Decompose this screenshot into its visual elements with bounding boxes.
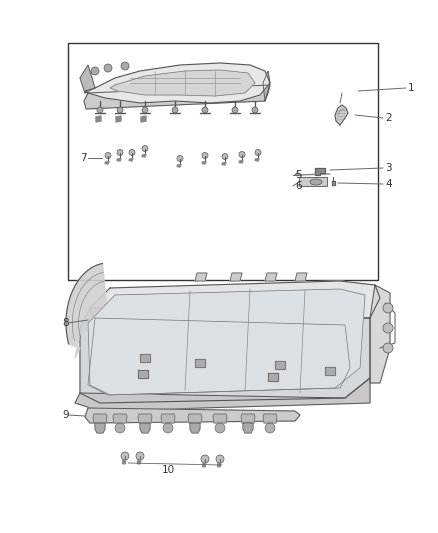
Text: 4: 4 [385,179,392,189]
Polygon shape [80,65,95,93]
Circle shape [239,151,245,157]
Polygon shape [138,414,152,423]
Circle shape [202,107,208,113]
Polygon shape [142,155,146,157]
Circle shape [215,423,225,433]
Text: 3: 3 [385,163,392,173]
Polygon shape [268,373,278,381]
Circle shape [252,107,258,113]
Polygon shape [263,71,270,101]
Circle shape [121,452,129,460]
Polygon shape [275,361,285,369]
Polygon shape [96,116,101,122]
Polygon shape [325,367,335,375]
Circle shape [201,455,209,463]
Polygon shape [241,414,255,423]
Polygon shape [177,165,181,167]
Text: 5: 5 [295,170,302,180]
Polygon shape [222,163,226,165]
Polygon shape [105,161,109,164]
Ellipse shape [310,179,322,185]
Polygon shape [116,116,121,122]
Text: 2: 2 [385,113,392,123]
Circle shape [142,146,148,151]
Circle shape [216,455,224,463]
Circle shape [265,423,275,433]
Circle shape [383,303,393,313]
Polygon shape [213,414,227,423]
Polygon shape [239,160,243,163]
Polygon shape [85,63,270,103]
Bar [68,43,378,280]
Polygon shape [141,116,146,122]
Circle shape [117,149,123,156]
Circle shape [121,62,129,70]
Text: 1: 1 [408,83,415,93]
Polygon shape [202,161,206,164]
Circle shape [383,323,393,333]
Polygon shape [243,423,253,433]
Polygon shape [140,354,150,362]
Bar [299,177,327,186]
Circle shape [105,152,111,158]
Circle shape [163,423,173,433]
Polygon shape [188,414,202,423]
Polygon shape [66,263,108,358]
Circle shape [383,343,393,353]
Polygon shape [138,459,141,464]
Polygon shape [129,158,133,161]
Polygon shape [93,414,107,423]
Circle shape [222,154,228,159]
Polygon shape [95,423,105,433]
Polygon shape [195,273,207,281]
Circle shape [172,107,178,113]
Circle shape [232,107,238,113]
Polygon shape [113,414,127,423]
Polygon shape [110,70,255,96]
Polygon shape [75,378,370,411]
Polygon shape [218,462,221,467]
Text: 8: 8 [62,318,69,328]
Circle shape [142,107,148,113]
Polygon shape [80,308,370,403]
Polygon shape [161,414,175,423]
Polygon shape [263,414,277,423]
Circle shape [91,67,99,75]
Polygon shape [332,181,335,185]
Circle shape [129,149,135,156]
Polygon shape [138,370,148,378]
Circle shape [104,64,112,72]
Polygon shape [88,289,365,395]
Polygon shape [190,423,200,433]
Text: 7: 7 [80,153,87,163]
Circle shape [202,152,208,158]
Text: 10: 10 [162,465,175,475]
Polygon shape [140,423,150,433]
Polygon shape [123,459,126,464]
Polygon shape [230,273,242,281]
Circle shape [136,452,144,460]
Circle shape [97,107,103,113]
Polygon shape [265,273,277,281]
Polygon shape [295,273,307,281]
Polygon shape [255,158,259,161]
Polygon shape [315,168,325,175]
Polygon shape [84,85,270,109]
Text: 6: 6 [295,181,302,191]
Polygon shape [370,285,390,383]
Text: 9: 9 [62,410,69,420]
Polygon shape [117,158,121,161]
Polygon shape [85,408,300,423]
Polygon shape [195,359,205,367]
Polygon shape [202,462,206,467]
Circle shape [255,149,261,156]
Circle shape [117,107,123,113]
Polygon shape [90,281,380,328]
Circle shape [115,423,125,433]
Circle shape [177,156,183,161]
Polygon shape [335,105,348,125]
